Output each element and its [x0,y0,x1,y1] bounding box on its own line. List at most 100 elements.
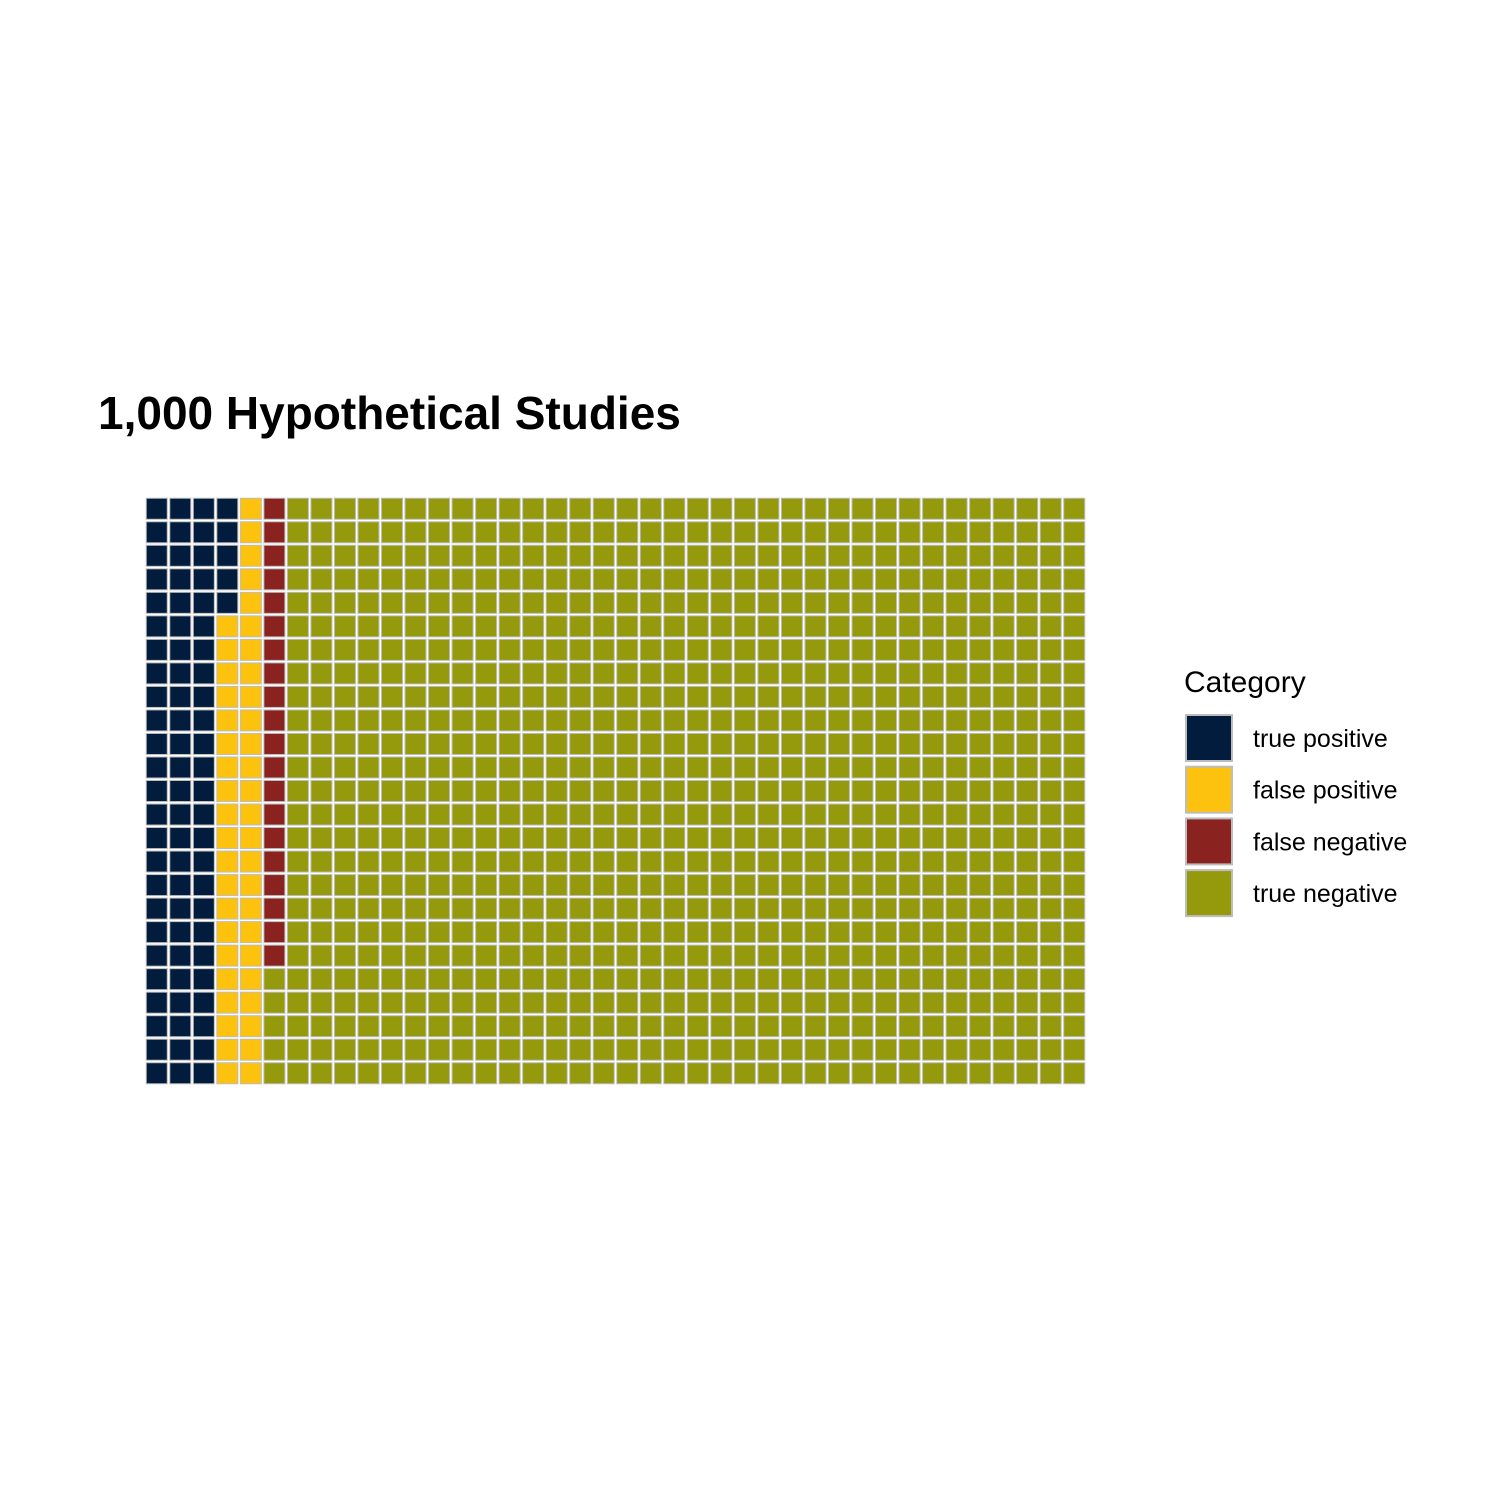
waffle-tile-true-negative [475,827,498,850]
waffle-tile-true-negative [757,544,780,567]
waffle-tile-true-positive [192,1015,215,1038]
waffle-tile-true-negative [757,850,780,873]
waffle-tile-true-negative [263,968,286,991]
waffle-tile-true-negative [710,827,733,850]
waffle-tile-true-negative [475,944,498,967]
waffle-tile-true-negative [498,521,521,544]
waffle-tile-true-negative [875,803,898,826]
waffle-tile-true-negative [333,921,356,944]
waffle-tile-true-negative [592,544,615,567]
waffle-tile-false-negative [263,497,286,520]
waffle-tile-false-positive [239,521,262,544]
waffle-tile-true-negative [1063,497,1086,520]
waffle-tile-true-negative [475,521,498,544]
waffle-tile-true-negative [804,591,827,614]
waffle-tile-false-positive [239,897,262,920]
waffle-tile-true-negative [592,638,615,661]
waffle-tile-true-negative [945,1062,968,1085]
waffle-tile-true-negative [357,1038,380,1061]
waffle-tile-true-negative [945,897,968,920]
waffle-tile-true-negative [1016,1015,1039,1038]
waffle-tile-false-positive [239,544,262,567]
waffle-tile-true-negative [898,874,921,897]
waffle-tile-true-negative [710,709,733,732]
waffle-tile-true-negative [522,1038,545,1061]
waffle-tile-true-negative [804,827,827,850]
waffle-tile-false-positive [216,944,239,967]
waffle-tile-true-negative [616,732,639,755]
waffle-tile-true-negative [286,756,309,779]
legend-items: true positive false positive false negativ… [1185,714,1407,918]
waffle-tile-true-negative [475,638,498,661]
waffle-tile-true-negative [310,1015,333,1038]
legend-label-false-negative: false negative [1253,828,1407,856]
waffle-tile-true-negative [333,756,356,779]
waffle-tile-true-negative [592,709,615,732]
waffle-tile-true-negative [451,497,474,520]
waffle-tile-true-negative [381,638,404,661]
waffle-tile-true-negative [804,568,827,591]
waffle-tile-true-positive [192,968,215,991]
waffle-tile-true-negative [686,662,709,685]
waffle-tile-false-negative [263,921,286,944]
waffle-tile-false-positive [239,497,262,520]
waffle-tile-true-negative [357,803,380,826]
waffle-tile-true-negative [357,638,380,661]
waffle-tile-true-negative [922,732,945,755]
waffle-tile-true-negative [475,874,498,897]
waffle-tile-true-negative [569,874,592,897]
waffle-tile-true-negative [498,1062,521,1085]
waffle-tile-true-negative [875,1038,898,1061]
waffle-tile-true-negative [286,1015,309,1038]
waffle-tile-true-negative [616,1015,639,1038]
waffle-tile-true-negative [498,991,521,1014]
waffle-tile-true-negative [992,756,1015,779]
waffle-tile-true-negative [686,638,709,661]
waffle-tile-true-negative [569,897,592,920]
waffle-tile-true-negative [286,638,309,661]
waffle-tile-false-negative [263,732,286,755]
waffle-tile-true-negative [381,944,404,967]
waffle-tile-true-negative [945,521,968,544]
waffle-tile-true-negative [639,850,662,873]
waffle-tile-true-negative [992,662,1015,685]
waffle-tile-true-negative [992,968,1015,991]
waffle-tile-true-negative [804,944,827,967]
waffle-tile-false-positive [216,638,239,661]
waffle-tile-true-negative [569,1015,592,1038]
waffle-tile-true-negative [757,944,780,967]
waffle-tile-true-negative [498,803,521,826]
waffle-tile-true-negative [475,968,498,991]
waffle-tile-false-positive [216,615,239,638]
waffle-tile-true-negative [333,1038,356,1061]
waffle-tile-true-positive [145,685,168,708]
waffle-tile-true-negative [875,897,898,920]
waffle-tile-true-positive [145,991,168,1014]
waffle-tile-true-negative [428,591,451,614]
waffle-tile-true-negative [333,497,356,520]
waffle-tile-true-negative [1016,779,1039,803]
waffle-tile-true-negative [475,1038,498,1061]
waffle-tile-true-negative [1039,921,1062,944]
waffle-tile-true-negative [733,779,756,803]
waffle-tile-true-negative [357,779,380,803]
waffle-tile-true-negative [381,1038,404,1061]
waffle-tile-true-negative [569,591,592,614]
waffle-tile-true-negative [1016,615,1039,638]
chart-title: 1,000 Hypothetical Studies [98,387,681,439]
waffle-tile-true-negative [1063,756,1086,779]
waffle-tile-true-negative [522,1015,545,1038]
waffle-tile-true-negative [804,968,827,991]
waffle-tile-true-negative [663,709,686,732]
waffle-tile-false-negative [263,756,286,779]
waffle-tile-true-negative [569,991,592,1014]
waffle-tile-false-positive [239,944,262,967]
waffle-tile-true-negative [428,662,451,685]
waffle-tile-true-negative [1039,991,1062,1014]
waffle-tile-true-negative [1063,850,1086,873]
waffle-tile-true-negative [1039,521,1062,544]
waffle-tile-true-negative [969,568,992,591]
waffle-tile-true-negative [780,756,803,779]
waffle-tile-true-negative [381,968,404,991]
waffle-tile-true-negative [710,1062,733,1085]
